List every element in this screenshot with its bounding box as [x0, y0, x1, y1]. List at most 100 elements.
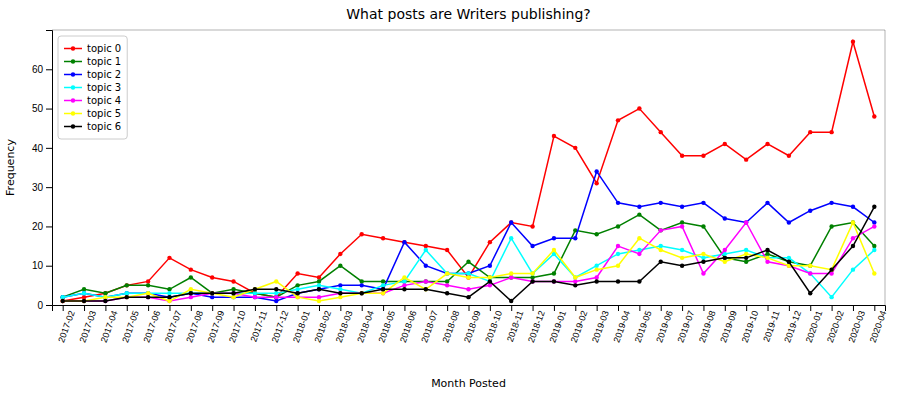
series-point: [872, 205, 876, 209]
series-point: [167, 295, 171, 299]
x-tick-label: 2018-02: [312, 309, 333, 343]
x-tick-mark: [639, 305, 640, 311]
x-tick: 2020-01: [804, 305, 825, 344]
series-point: [338, 291, 342, 295]
series-point: [594, 264, 598, 268]
legend-marker: [71, 59, 75, 63]
series-point: [125, 283, 129, 287]
x-tick-label: 2019-08: [697, 309, 718, 343]
series-line: [63, 207, 875, 301]
legend-label: topic 3: [87, 82, 121, 93]
series-point: [680, 264, 684, 268]
series-point: [659, 260, 663, 264]
series-point: [424, 244, 428, 248]
series-point: [637, 205, 641, 209]
series-point: [680, 220, 684, 224]
x-tick: 2020-02: [825, 305, 846, 344]
series-point: [530, 279, 534, 283]
series-point: [659, 228, 663, 232]
legend-item: topic 2: [64, 69, 121, 80]
series-point: [402, 279, 406, 283]
series-point: [466, 275, 470, 279]
y-tick-label: 40: [32, 143, 44, 154]
series-point: [210, 291, 214, 295]
series-point: [808, 271, 812, 275]
x-tick-mark: [447, 305, 448, 311]
x-tick: 2018-07: [419, 305, 440, 344]
series-point: [253, 287, 257, 291]
series-point: [573, 275, 577, 279]
series-point: [701, 256, 705, 260]
series-point: [765, 201, 769, 205]
x-tick-mark: [469, 305, 470, 311]
x-tick-label: 2019-12: [782, 309, 803, 343]
x-tick-mark: [575, 305, 576, 311]
x-tick-mark: [490, 305, 491, 311]
series-point: [231, 295, 235, 299]
series-point: [381, 287, 385, 291]
x-tick: 2018-06: [398, 305, 419, 344]
x-tick: 2018-05: [377, 305, 398, 344]
x-tick-mark: [789, 305, 790, 311]
series-point: [680, 256, 684, 260]
series-point: [295, 295, 299, 299]
x-tick: 2018-02: [312, 305, 333, 344]
series-point: [167, 295, 171, 299]
series-point: [808, 130, 812, 134]
series-point: [82, 295, 86, 299]
series-point: [723, 256, 727, 260]
y-tick-mark: [46, 69, 52, 70]
series-point: [723, 256, 727, 260]
series-point: [594, 169, 598, 173]
x-tick-mark: [255, 305, 256, 311]
legend-item: topic 0: [64, 43, 121, 54]
series-point: [872, 271, 876, 275]
x-tick-label: 2017-10: [227, 309, 248, 343]
series-point: [125, 283, 129, 287]
series-point: [552, 279, 556, 283]
x-tick: 2018-11: [505, 305, 525, 343]
series-point: [659, 201, 663, 205]
series-point: [637, 212, 641, 216]
x-tick-mark: [554, 305, 555, 311]
series-point: [360, 291, 364, 295]
x-tick-label: 2017-09: [206, 309, 227, 343]
series-point: [231, 295, 235, 299]
x-tick: 2018-08: [441, 305, 462, 344]
x-tick: 2017-06: [142, 305, 163, 344]
y-axis: 0102030405060: [32, 31, 53, 311]
series-point: [573, 283, 577, 287]
x-tick-mark: [404, 305, 405, 311]
series-point: [360, 283, 364, 287]
series-point: [317, 283, 321, 287]
y-tick-mark: [46, 109, 52, 110]
x-tick-mark: [832, 305, 833, 311]
series-point: [295, 291, 299, 295]
series-point: [424, 264, 428, 268]
x-tick-label: 2018-12: [526, 309, 547, 343]
series-point: [381, 291, 385, 295]
x-tick: 2019-09: [718, 305, 739, 344]
series-point: [509, 299, 513, 303]
series-point: [402, 279, 406, 283]
series-point: [445, 279, 449, 283]
x-tick: 2017-03: [77, 305, 98, 344]
series-point: [210, 291, 214, 295]
series-point: [60, 299, 64, 303]
series-point: [488, 279, 492, 283]
x-tick-mark: [597, 305, 598, 311]
x-tick-label: 2017-04: [99, 309, 120, 343]
series-point: [60, 299, 64, 303]
series-point: [253, 291, 257, 295]
x-tick-label: 2020-01: [804, 309, 825, 343]
series-line: [63, 223, 875, 302]
series-point: [103, 291, 107, 295]
x-tick: 2017-04: [99, 305, 120, 344]
series-point: [402, 240, 406, 244]
legend-label: topic 1: [87, 56, 121, 67]
x-tick-mark: [725, 305, 726, 311]
legend-marker: [71, 72, 75, 76]
series-point: [744, 248, 748, 252]
series-point: [509, 271, 513, 275]
series-point: [424, 279, 428, 283]
